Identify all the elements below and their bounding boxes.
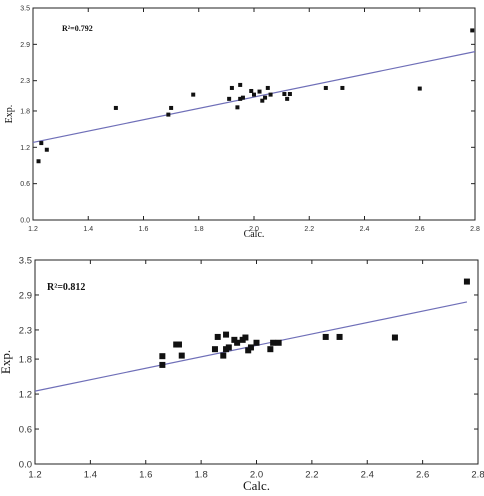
chart-1-data-point [417, 86, 422, 91]
chart-2-x-tick-label: 2.8 [471, 470, 484, 481]
chart-1-x-tick-label: 2.4 [360, 226, 370, 233]
chart-2-data-point [275, 339, 282, 346]
chart-1-data-point [36, 159, 41, 164]
chart-2-y-tick-label: 3.5 [19, 255, 32, 266]
chart-1-data-point [268, 92, 273, 97]
chart-1-x-tick-label: 2.6 [415, 226, 425, 233]
chart-1-r-squared-label: R²=0.792 [62, 24, 93, 33]
chart-2-x-tick-label: 2.4 [361, 470, 374, 481]
chart-2-data-point [253, 339, 260, 346]
chart-2-data-point [225, 344, 232, 351]
chart-2-y-tick-label: 1.2 [19, 389, 32, 400]
chart-2-x-tick-label: 1.2 [28, 470, 41, 481]
chart-1-data-point [249, 88, 254, 93]
chart-1-data-point [166, 112, 171, 117]
chart-2-y-tick-label: 2.3 [19, 325, 32, 336]
chart-2-data-point [220, 352, 227, 359]
chart-2-y-axis-label: Exp. [0, 350, 13, 374]
chart-2-data-point [336, 333, 343, 340]
chart-1-x-tick-label: 1.2 [28, 226, 38, 233]
chart-1-data-point [191, 92, 196, 97]
chart-2-data-point [211, 346, 218, 353]
chart-1-x-tick-label: 1.8 [194, 226, 204, 233]
chart-1-data-point [238, 96, 243, 101]
chart-2-data-point [463, 278, 470, 285]
chart-1-data-point [260, 98, 265, 103]
chart-1-y-tick-label: 2.9 [20, 42, 30, 49]
chart-1-x-tick-label: 2.8 [470, 226, 480, 233]
chart-2-r-squared-label: R²=0.812 [47, 282, 85, 293]
chart-2-data-point [270, 339, 277, 346]
chart-1-data-point [113, 105, 118, 110]
chart-2-data-point [159, 361, 166, 368]
chart-1-data-point [323, 85, 328, 90]
chart-2-x-tick-label: 2.2 [305, 470, 318, 481]
chart-2-x-tick-label: 2.0 [250, 470, 263, 481]
chart-1-data-point [229, 85, 234, 90]
chart-1-data-point [282, 92, 287, 97]
chart-1-data-point [240, 95, 245, 100]
chart-2-data-point [322, 333, 329, 340]
chart-2-y-tick-label: 0.6 [19, 424, 32, 435]
chart-1-y-tick-label: 1.2 [20, 145, 30, 152]
chart-2-data-point [214, 333, 221, 340]
chart-1-x-tick-label: 1.6 [139, 226, 149, 233]
chart-2-y-tick-label: 1.8 [19, 354, 32, 365]
chart-2-plot-frame [34, 259, 479, 465]
chart-1-data-point [39, 141, 44, 146]
chart-2-data-point [175, 341, 182, 348]
chart-1-data-point [44, 147, 49, 152]
chart-2-data-point [178, 352, 185, 359]
chart-2-y-tick-label: 2.9 [19, 290, 32, 301]
chart-1-data-point [227, 96, 232, 101]
chart-1-data-point [265, 85, 270, 90]
chart-1-data-point [263, 95, 268, 100]
chart-1-data-point [257, 89, 262, 94]
chart-2-x-axis-label: Calc. [243, 478, 270, 493]
chart-2-data-point [223, 331, 230, 338]
chart-2-data-point [159, 353, 166, 360]
chart-1-y-tick-label: 0.0 [20, 217, 30, 224]
chart-1-data-point [285, 96, 290, 101]
chart-1-data-point [238, 82, 243, 87]
chart-2-x-tick-label: 1.4 [84, 470, 97, 481]
chart-2-data-point [242, 334, 249, 341]
chart-2-x-tick-label: 1.8 [195, 470, 208, 481]
chart-2-data-point [391, 334, 398, 341]
chart-1-x-tick-label: 1.4 [83, 226, 93, 233]
chart-2-x-tick-label: 1.6 [139, 470, 152, 481]
chart-1-data-point [287, 92, 292, 97]
chart-1-data-point [169, 105, 174, 110]
chart-1-x-tick-label: 2.2 [304, 226, 314, 233]
chart-1-y-tick-label: 0.6 [20, 181, 30, 188]
chart-1-regression-line [32, 51, 476, 144]
chart-2-y-tick-label: 0.0 [19, 459, 32, 470]
chart-1-y-axis-label: Exp. [4, 105, 15, 124]
chart-1-data-point [340, 85, 345, 90]
chart-1-x-tick-label: 2.0 [249, 226, 259, 233]
chart-2-data-point [247, 344, 254, 351]
chart-2-data-point [267, 346, 274, 353]
chart-1-data-point [470, 28, 475, 33]
chart-1-x-axis-label: Calc. [244, 229, 265, 240]
chart-2-x-tick-label: 2.6 [416, 470, 429, 481]
chart-1-y-tick-label: 1.8 [20, 108, 30, 115]
chart-1-plot-frame [32, 7, 476, 221]
chart-1-y-tick-label: 2.3 [20, 78, 30, 85]
chart-1-data-point [235, 105, 240, 110]
chart-1-y-tick-label: 3.5 [20, 5, 30, 12]
chart-2-data-point [234, 339, 241, 346]
chart-1-data-point [252, 92, 256, 97]
